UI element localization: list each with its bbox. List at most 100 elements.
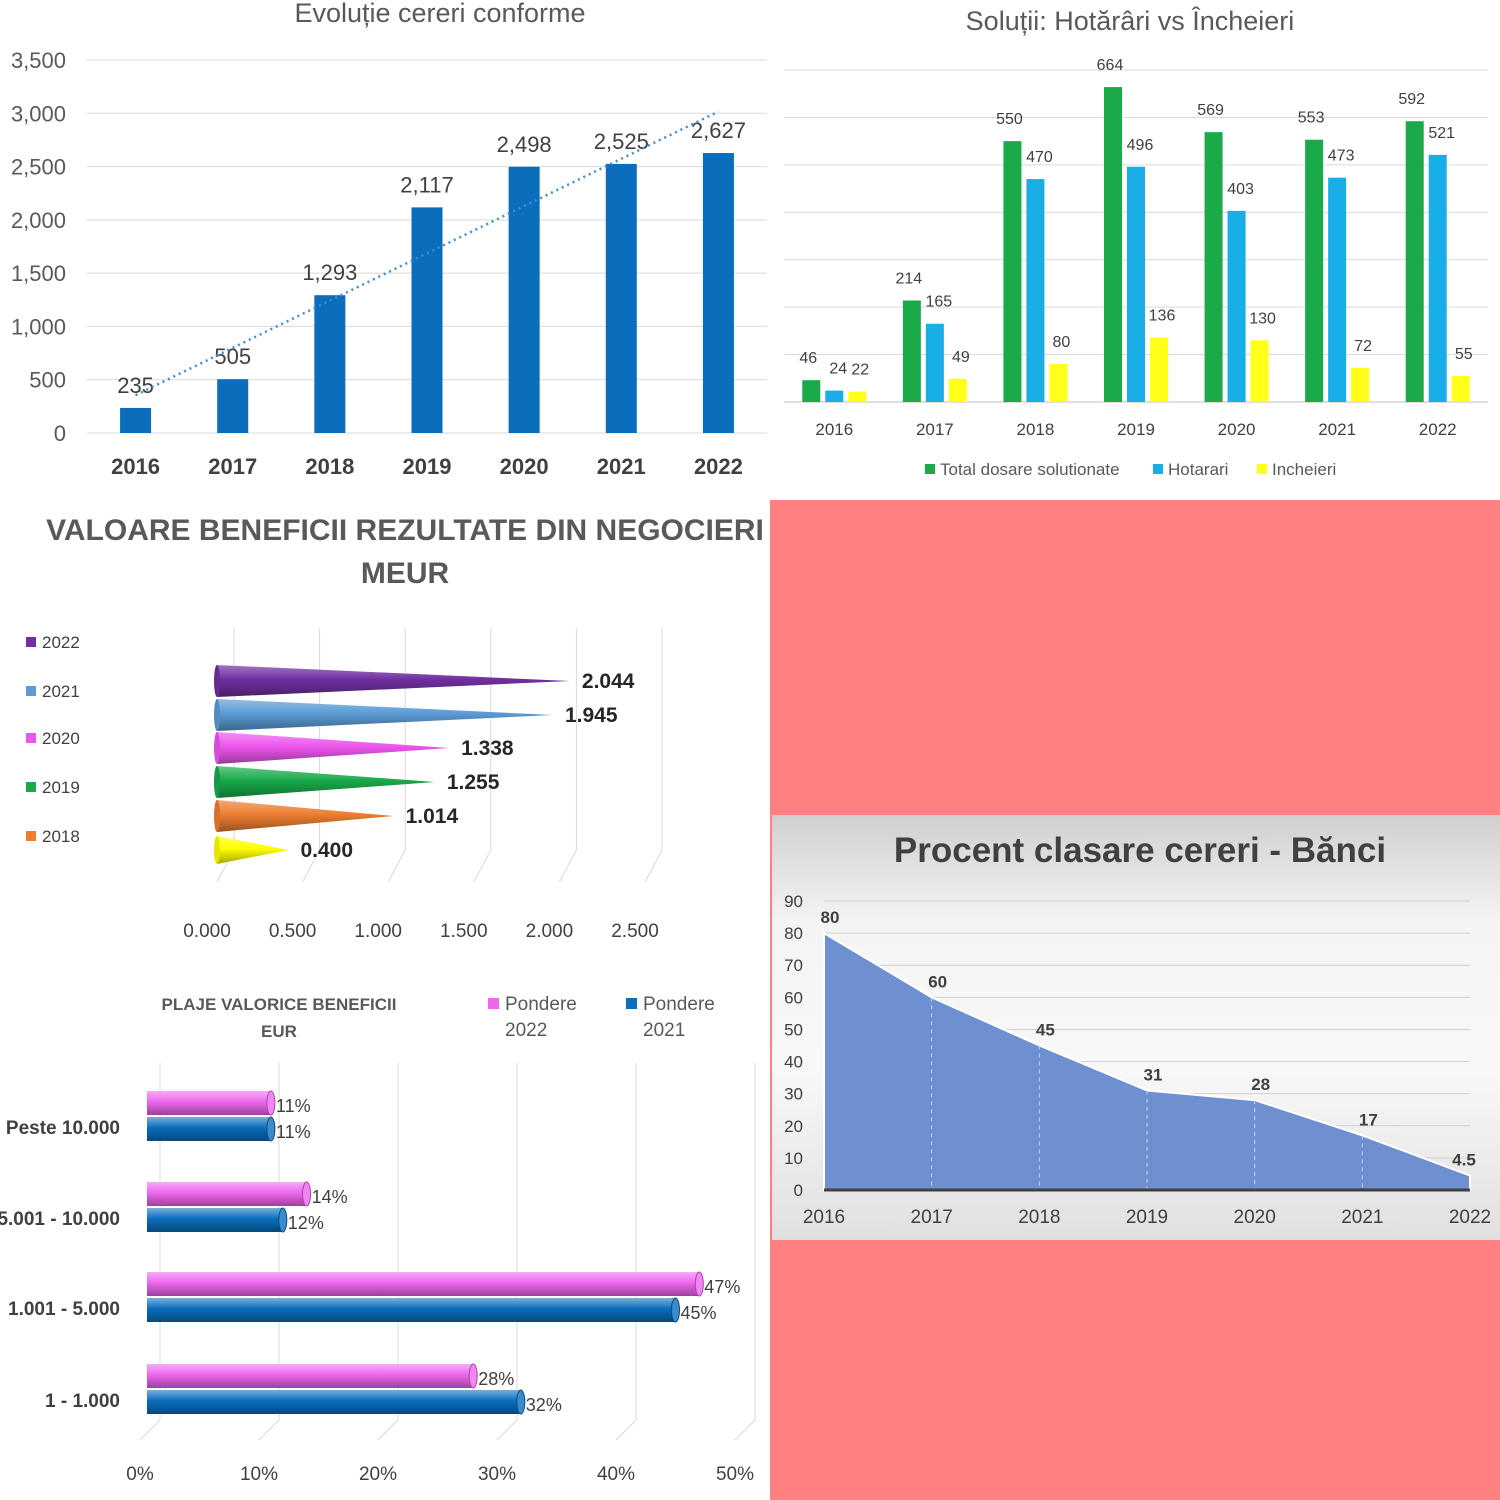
bar	[1104, 87, 1122, 403]
bar	[1305, 139, 1324, 402]
cylinder-bar	[147, 1272, 700, 1296]
x-tick-label: 2018	[1017, 420, 1055, 439]
data-label: 47%	[704, 1277, 740, 1297]
gridline	[302, 849, 321, 883]
bar	[825, 390, 844, 402]
x-tick-label: 2016	[803, 1207, 845, 1228]
legend-label: 2019	[42, 778, 80, 797]
data-label: 130	[1249, 310, 1276, 327]
data-label: 0.400	[300, 839, 353, 862]
bar	[120, 407, 152, 433]
data-label: 22	[851, 362, 869, 379]
x-tick-label: 2019	[1126, 1207, 1168, 1228]
chart-title-unit: MEUR	[361, 557, 450, 590]
data-label: 592	[1398, 91, 1425, 108]
x-tick-label: 2020	[1234, 1207, 1276, 1228]
y-category-label: Peste 10.000	[6, 1118, 120, 1139]
y-tick-label: 0	[794, 1181, 803, 1200]
data-label: 2,627	[691, 118, 746, 143]
gridline	[558, 849, 577, 883]
legend-swatch	[26, 637, 36, 647]
x-tick-label: 2016	[815, 420, 853, 439]
cylinder-bar	[147, 1182, 307, 1206]
cylinder-bar	[147, 1091, 271, 1115]
x-tick-label: 0.500	[269, 921, 317, 942]
bar	[925, 323, 944, 402]
bar	[1428, 154, 1447, 402]
x-tick-label: 20%	[359, 1464, 397, 1485]
cylinder-cap	[266, 1090, 276, 1116]
chart-solutii-hotarari-incheieri: Soluții: Hotărâri vs Încheieri 46 24 22 2016…	[770, 0, 1500, 500]
data-label: 60	[928, 972, 947, 991]
data-label: 11%	[276, 1096, 311, 1116]
cylinder-cap	[302, 1181, 312, 1207]
data-label: 80	[1053, 334, 1071, 351]
data-label: 1.255	[447, 771, 500, 794]
cone-base	[214, 732, 220, 764]
gridline	[473, 849, 492, 883]
data-label: 72	[1354, 338, 1372, 355]
cylinder-cap	[671, 1297, 680, 1323]
data-label: 470	[1026, 149, 1053, 166]
x-tick-label: 2021	[1341, 1207, 1383, 1228]
x-tick-label: 2020	[500, 454, 549, 479]
x-tick-label: 2018	[305, 454, 354, 479]
y-tick-label: 50	[784, 1020, 803, 1039]
data-label: 1.338	[461, 737, 514, 760]
x-tick-label: 2017	[208, 454, 257, 479]
legend-label: Total dosare solutionate	[940, 460, 1120, 479]
data-label: 1.945	[565, 704, 618, 727]
x-tick-label: 2019	[403, 454, 452, 479]
bar	[1250, 340, 1269, 402]
data-label: 14%	[312, 1187, 348, 1207]
x-tick-label: 2017	[911, 1207, 953, 1228]
bar	[314, 295, 346, 433]
x-tick-label: 2.000	[526, 921, 574, 942]
cylinder-cap	[516, 1389, 526, 1415]
chart-title: Procent clasare cereri - Bănci	[894, 831, 1386, 870]
x-tick-label: 1.000	[354, 921, 402, 942]
bar	[1026, 179, 1045, 402]
data-label: 165	[926, 294, 953, 311]
bar	[1150, 337, 1168, 402]
data-label: 45	[1036, 1021, 1055, 1040]
y-tick-label: 1,500	[11, 261, 66, 286]
y-category-label: 1 - 1.000	[45, 1391, 120, 1412]
y-tick-label: 3,500	[11, 48, 66, 73]
y-tick-label: 40	[784, 1053, 803, 1072]
legend-swatch	[1257, 464, 1267, 474]
legend-label: 2022	[42, 633, 80, 652]
legend-swatch	[26, 733, 36, 743]
gridline	[615, 1419, 637, 1441]
bar	[1003, 141, 1022, 402]
legend-label: Incheieri	[1272, 460, 1336, 479]
x-tick-label: 2022	[1449, 1207, 1491, 1228]
cone-bar	[217, 665, 570, 697]
chart-title: Soluții: Hotărâri vs Încheieri	[966, 5, 1295, 36]
cone-base	[214, 699, 220, 731]
legend-swatch	[26, 782, 36, 792]
data-label: 12%	[288, 1213, 324, 1233]
legend-swatch	[925, 464, 935, 474]
y-tick-label: 2,500	[11, 155, 66, 180]
data-label: 28%	[478, 1369, 514, 1389]
x-tick-label: 1.500	[440, 921, 488, 942]
legend-label: 2021	[643, 1020, 685, 1041]
y-category-label: 1.001 - 5.000	[8, 1299, 120, 1320]
cone-bar	[217, 836, 289, 864]
y-tick-label: 70	[784, 956, 803, 975]
cylinder-cap	[694, 1271, 704, 1297]
x-tick-label: 50%	[716, 1464, 754, 1485]
x-tick-label: 2018	[1018, 1207, 1060, 1228]
data-label: 28	[1251, 1075, 1270, 1094]
cylinder-bar	[147, 1364, 474, 1388]
cylinder-bar	[147, 1298, 676, 1322]
x-tick-label: 2017	[916, 420, 954, 439]
chart-title: Evoluție cereri conforme	[294, 0, 585, 28]
legend-swatch	[26, 686, 36, 696]
x-tick-label: 2022	[694, 454, 743, 479]
data-label: 505	[214, 344, 251, 369]
cylinder-cap	[266, 1116, 276, 1142]
bar	[948, 378, 967, 402]
data-label: 521	[1428, 125, 1455, 142]
